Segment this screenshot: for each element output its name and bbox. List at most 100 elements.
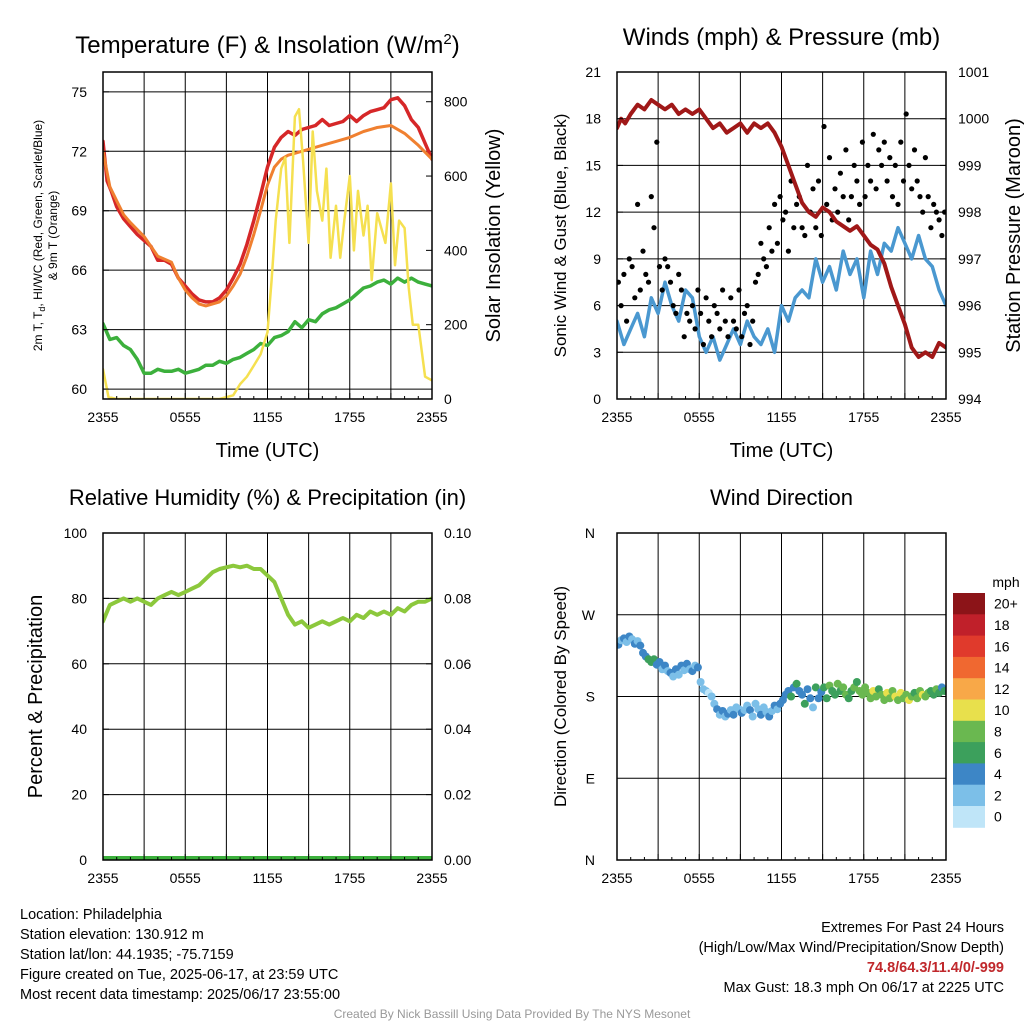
created-text: Figure created on Tue, 2025-06-17, at 23… [20,967,339,983]
colorbar-swatch [953,742,985,764]
data-point [854,178,860,184]
data-point [722,318,728,324]
direction-point [729,710,738,719]
y2-tick-label: 200 [444,317,468,333]
data-point [846,217,852,223]
data-point [922,155,929,161]
y2-tick-label: 998 [958,204,982,220]
data-point [851,162,857,168]
direction-point [806,694,815,703]
data-point [873,186,879,192]
series-line [103,124,432,308]
data-point [714,310,720,316]
data-point [925,194,931,200]
data-point [725,334,731,340]
data-point [703,295,709,301]
data-point [654,139,660,145]
data-point [780,217,786,223]
direction-point [707,692,716,701]
data-point [813,225,819,231]
y-tick-label: 0 [593,391,601,407]
data-point [933,209,940,215]
y2-tick-label: 600 [444,168,468,184]
data-point [859,139,866,145]
title-close: ) [452,32,460,59]
data-point [648,194,654,200]
ticks [616,854,947,860]
direction-point [800,699,809,708]
y-tick-label: 66 [71,262,87,278]
data-point [876,147,882,153]
data-point [777,194,783,200]
humidity-precipitation-chart: Relative Humidity (%) & Precipitation (i… [25,485,471,886]
data-point [632,295,638,301]
data-point [736,287,742,293]
data-point [868,178,874,184]
plot-area [617,98,946,362]
data-point [665,264,671,270]
plot-area [617,632,946,721]
data-point [835,209,841,215]
data-point [700,341,707,348]
colorbar-swatch [953,784,985,807]
recent-timestamp-text: Most recent data timestamp: 2025/06/17 2… [20,987,341,1003]
grid [103,533,432,860]
x-tick-label: 1155 [766,870,796,886]
colorbar-swatch [953,763,985,786]
x-tick-label: 1755 [848,409,879,425]
y-tick-label: E [586,770,595,786]
data-point [920,209,926,215]
data-point [692,326,698,332]
data-point [698,310,704,316]
data-point [889,194,896,200]
data-point [739,334,745,340]
station-info: Location: Philadelphia Station elevation… [20,905,340,1005]
colorbar-swatch [953,656,985,679]
colorbar-swatch [953,720,985,743]
y-tick-label: 9 [593,251,601,267]
extremes-values: 74.8/64.3/11.4/0/-999 [866,960,1004,976]
data-point [900,178,907,184]
data-point [772,201,778,207]
y2-tick-label: 0.02 [444,787,471,803]
data-point [643,271,649,277]
data-point [621,271,627,277]
y2-tick-label: 994 [958,391,982,407]
data-point [678,287,685,293]
direction-point [787,692,796,701]
colorbar-unit: mph [992,574,1019,590]
y2-tick-label: 999 [958,157,982,173]
data-point [909,186,915,192]
data-point [895,201,901,207]
colorbar-swatch [953,635,985,658]
subscript: d [37,307,47,312]
data-point [720,287,726,293]
y2-axis-label: Solar Insolation (Yellow) [483,129,505,343]
direction-point [811,683,820,692]
data-point [617,279,621,285]
x-axis-label: Time (UTC) [730,440,834,462]
x-tick-label: 2355 [930,870,961,886]
colorbar-label: 8 [994,723,1002,739]
x-axis-label: Time (UTC) [216,440,320,462]
data-point [903,111,909,117]
x-tick-label: 1155 [252,870,282,886]
x-tick-label: 1755 [334,409,365,425]
x-tick-label: 2355 [416,870,447,886]
plot-area [103,96,432,399]
data-point [766,225,772,231]
colorbar-swatch [953,614,985,637]
extremes-subtitle: (High/Low/Max Wind/Precipitation/Snow De… [698,940,1004,956]
data-point [774,240,781,246]
data-point [769,248,775,254]
data-point [898,139,904,145]
y-axis-label: Percent & Precipitation [25,595,47,798]
y2-tick-label: 0.08 [444,590,471,606]
data-point [670,303,676,309]
data-point [684,310,690,316]
data-point [733,326,739,332]
data-point [887,155,893,161]
direction-point [852,678,861,686]
y-tick-label: 63 [71,322,87,338]
data-point [662,256,668,262]
